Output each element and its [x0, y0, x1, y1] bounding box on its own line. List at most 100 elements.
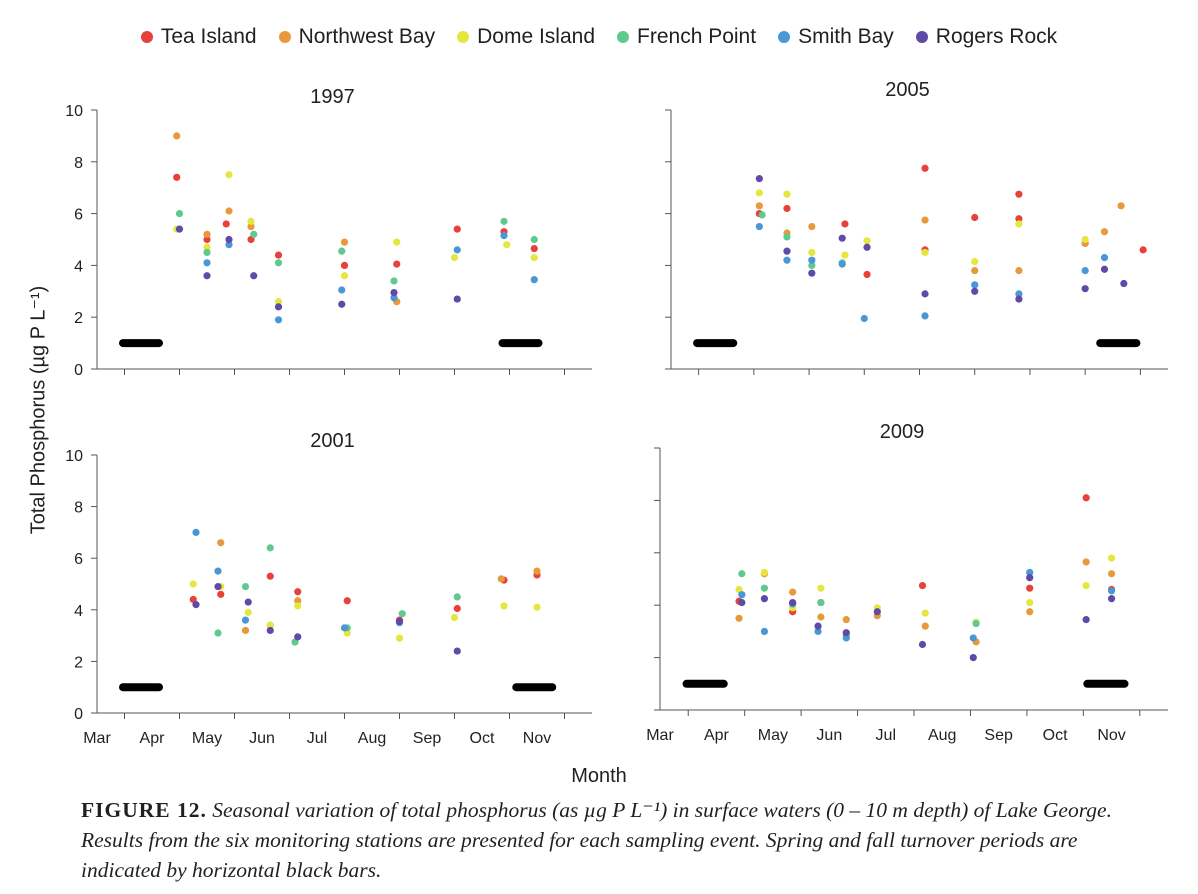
data-point	[225, 171, 233, 179]
data-point	[340, 238, 349, 246]
y-tick-label: 6	[74, 207, 83, 224]
data-point	[453, 295, 461, 303]
legend-label: Tea Island	[160, 25, 257, 48]
x-tick-label: Sep	[413, 730, 442, 747]
data-point	[863, 243, 871, 251]
y-tick-label: 0	[74, 362, 83, 379]
chart-plots: 1997 0 2 4 6 8 10 2005 2001 0 2 4 6 8 10 Mar Apr May Jun Ju…	[65, 79, 1168, 747]
data-point	[214, 582, 222, 591]
data-point	[500, 217, 508, 225]
x-tick-label: Jul	[876, 727, 896, 744]
data-point	[1107, 554, 1116, 562]
data-point	[808, 248, 816, 257]
data-point	[863, 270, 871, 279]
data-point	[808, 222, 816, 231]
data-point	[294, 597, 302, 605]
data-point	[453, 593, 461, 601]
data-point	[1081, 266, 1089, 275]
x-tick-label: Mar	[646, 727, 674, 744]
data-point	[1015, 215, 1023, 223]
data-point	[453, 225, 461, 233]
y-tick-label: 4	[74, 603, 83, 620]
legend-item: Dome Island	[457, 25, 595, 49]
data-point	[340, 261, 349, 269]
data-point	[1082, 581, 1090, 590]
data-point	[203, 259, 211, 267]
data-point	[760, 627, 769, 636]
data-point	[217, 590, 225, 598]
data-point	[783, 233, 791, 241]
y-tick-label: 2	[74, 654, 83, 671]
data-point	[214, 629, 222, 637]
x-tick-label: Nov	[1097, 727, 1125, 744]
x-tick-label: May	[758, 727, 788, 744]
data-point	[1026, 584, 1034, 592]
data-point	[738, 570, 746, 578]
legend-item: Northwest Bay	[278, 25, 435, 49]
data-point	[274, 298, 283, 306]
data-point	[1026, 568, 1034, 577]
data-point	[789, 598, 797, 607]
legend-label: Dome Island	[477, 25, 596, 48]
data-point	[755, 222, 763, 231]
data-point	[247, 222, 255, 231]
legend-marker	[617, 31, 630, 43]
turnover-bar	[1096, 339, 1141, 348]
data-point	[266, 544, 274, 552]
data-point	[203, 272, 211, 280]
data-point	[971, 266, 979, 275]
data-point	[214, 567, 222, 575]
turnover-bar	[512, 683, 557, 692]
data-point	[808, 256, 816, 264]
data-point	[1026, 574, 1034, 582]
data-point	[340, 272, 349, 280]
data-point	[530, 244, 538, 253]
legend-item: French Point	[617, 25, 756, 49]
x-tick-label: Oct	[1043, 727, 1068, 744]
data-point	[340, 624, 349, 632]
data-point	[192, 601, 200, 609]
data-point	[755, 202, 763, 210]
legend-marker	[278, 31, 291, 43]
figure-caption: FIGURE 12. Seasonal variation of total p…	[81, 795, 1141, 885]
legend-marker	[140, 31, 153, 43]
data-point	[343, 597, 351, 605]
data-point	[873, 608, 881, 616]
data-point	[533, 567, 541, 575]
data-point	[808, 269, 816, 277]
data-point	[1139, 246, 1147, 254]
data-point	[760, 584, 769, 592]
data-point	[244, 608, 252, 616]
data-point	[395, 617, 404, 626]
data-point	[842, 629, 850, 637]
y-tick-label: 2	[74, 310, 83, 327]
data-point	[500, 232, 508, 240]
legend-marker	[778, 31, 791, 43]
data-point	[453, 604, 461, 613]
data-point	[842, 616, 850, 624]
data-point	[735, 614, 743, 622]
data-point	[250, 272, 258, 280]
data-point	[921, 609, 929, 617]
data-point	[266, 621, 274, 629]
data-point	[838, 234, 846, 242]
y-tick-label: 4	[74, 258, 83, 275]
x-tick-label: Aug	[358, 730, 386, 747]
data-point	[1015, 220, 1023, 228]
data-point	[222, 220, 230, 228]
data-point	[783, 247, 791, 255]
data-point	[393, 260, 401, 268]
data-point	[817, 598, 825, 607]
data-point	[1015, 190, 1023, 198]
data-point	[175, 210, 184, 218]
x-tick-label: Jul	[307, 730, 327, 747]
panel-1997: 1997 0 2 4 6 8 10	[65, 86, 592, 379]
data-point	[1082, 616, 1090, 624]
data-point	[1107, 587, 1116, 595]
data-point	[225, 241, 233, 249]
turnover-bar	[1083, 679, 1129, 688]
data-point	[1107, 595, 1116, 603]
data-point	[842, 634, 850, 642]
data-point	[294, 633, 302, 641]
y-tick-label: 10	[65, 103, 83, 120]
